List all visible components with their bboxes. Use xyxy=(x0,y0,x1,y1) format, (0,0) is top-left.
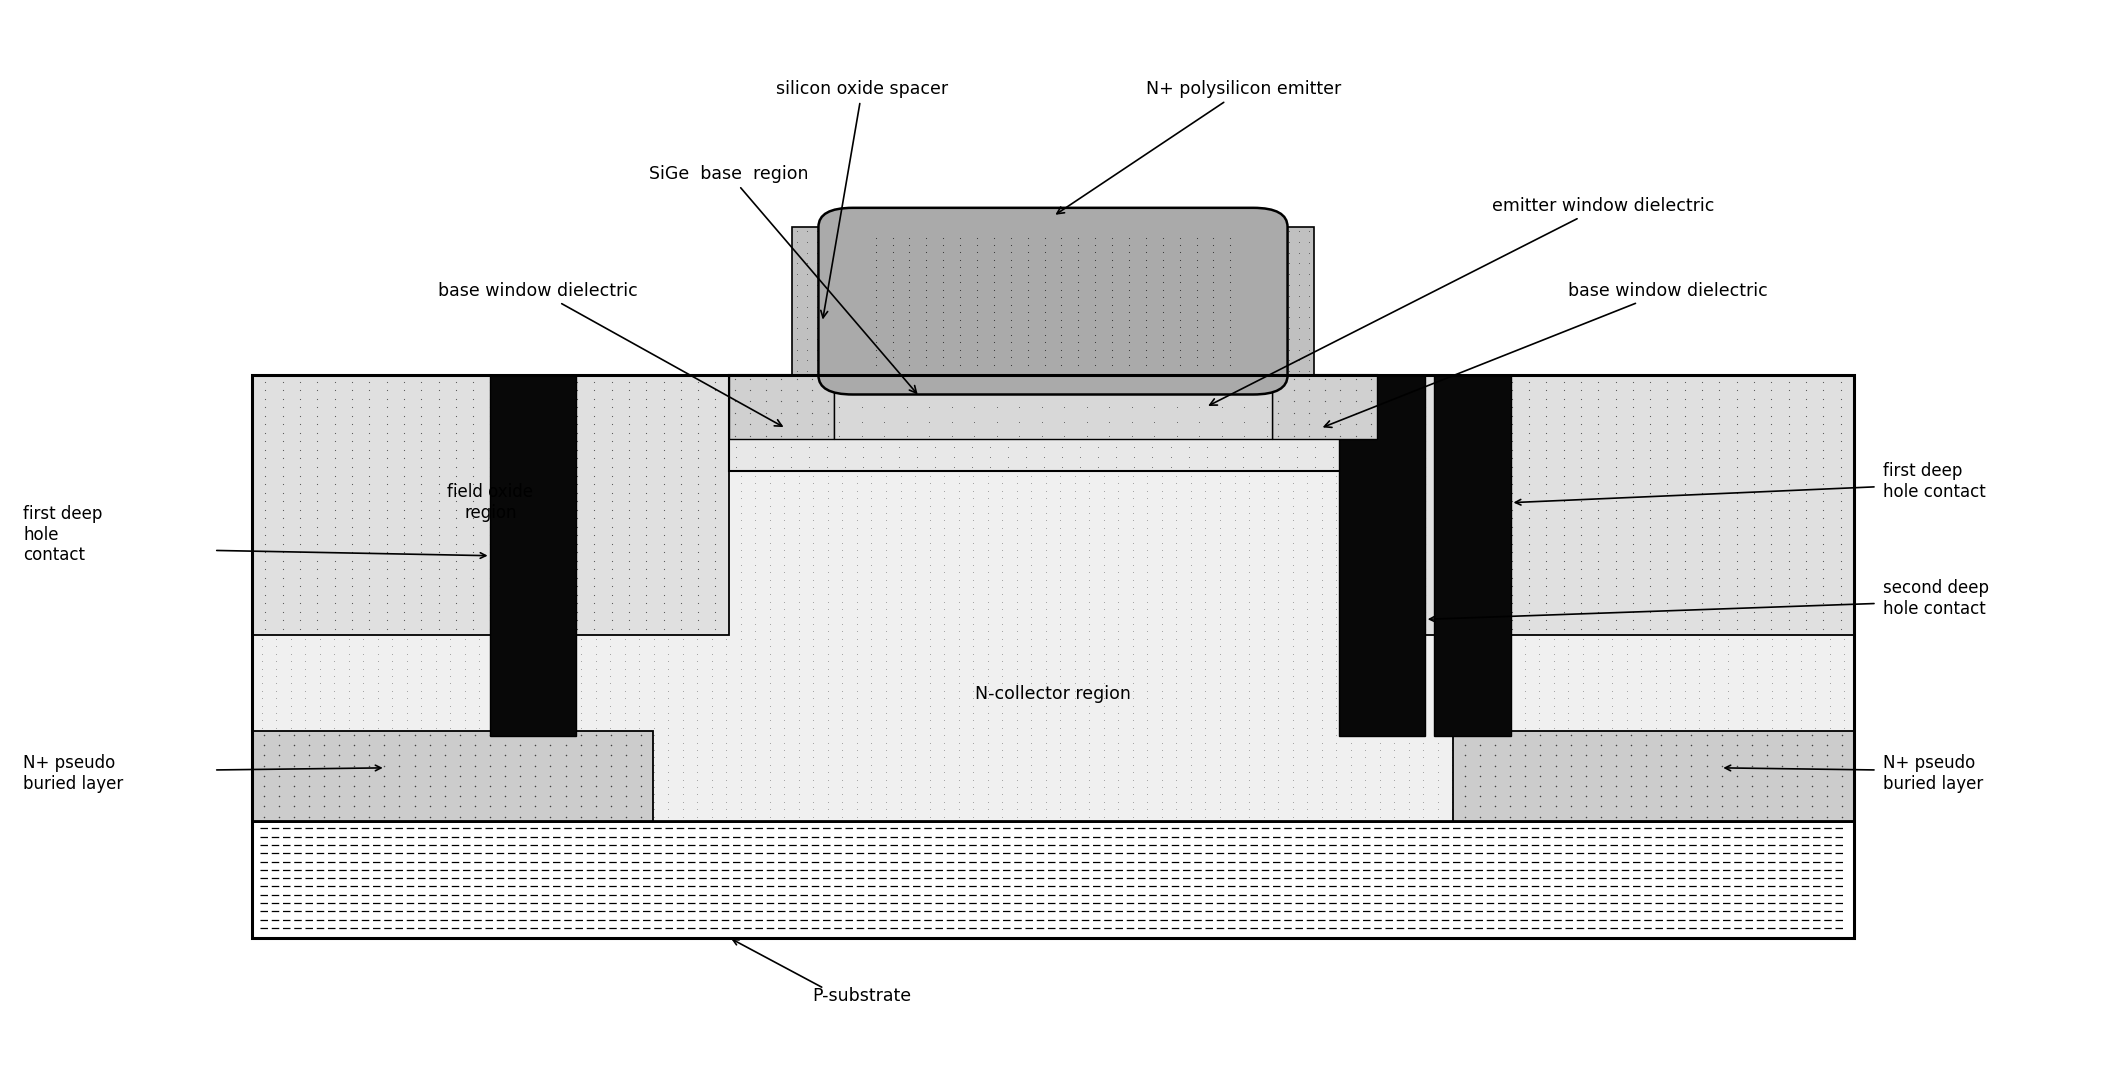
Bar xyxy=(1434,375,1510,737)
Bar xyxy=(792,227,853,375)
Text: field oxide
region: field oxide region xyxy=(446,483,533,522)
Bar xyxy=(1339,375,1426,737)
Bar xyxy=(1453,731,1853,821)
Bar xyxy=(1377,375,1853,635)
Text: N-collector region: N-collector region xyxy=(975,684,1131,702)
Bar xyxy=(253,731,653,821)
Bar xyxy=(834,375,1272,439)
Bar xyxy=(729,375,1377,470)
Bar xyxy=(253,375,1853,821)
Text: N+ polysilicon emitter: N+ polysilicon emitter xyxy=(1057,80,1342,214)
Bar xyxy=(253,821,1853,938)
Bar xyxy=(1253,227,1314,375)
Bar xyxy=(1272,375,1377,439)
FancyBboxPatch shape xyxy=(819,207,1287,394)
Bar xyxy=(729,375,1377,418)
Text: SiGe  base  region: SiGe base region xyxy=(649,165,916,393)
Bar xyxy=(491,375,577,737)
Bar xyxy=(729,375,834,439)
Text: emitter window dielectric: emitter window dielectric xyxy=(1209,197,1714,405)
Text: N+ pseudo
buried layer: N+ pseudo buried layer xyxy=(1883,754,1982,792)
Text: first deep
hole
contact: first deep hole contact xyxy=(23,505,103,564)
Text: base window dielectric: base window dielectric xyxy=(438,281,781,427)
Text: N+ pseudo
buried layer: N+ pseudo buried layer xyxy=(23,754,124,792)
Text: silicon oxide spacer: silicon oxide spacer xyxy=(777,80,948,317)
Text: P-substrate: P-substrate xyxy=(813,987,912,1005)
Text: second deep
hole contact: second deep hole contact xyxy=(1883,578,1988,618)
Text: first deep
hole contact: first deep hole contact xyxy=(1883,462,1986,501)
Bar xyxy=(253,375,1853,938)
Bar xyxy=(253,375,729,635)
Text: base window dielectric: base window dielectric xyxy=(1325,281,1767,428)
